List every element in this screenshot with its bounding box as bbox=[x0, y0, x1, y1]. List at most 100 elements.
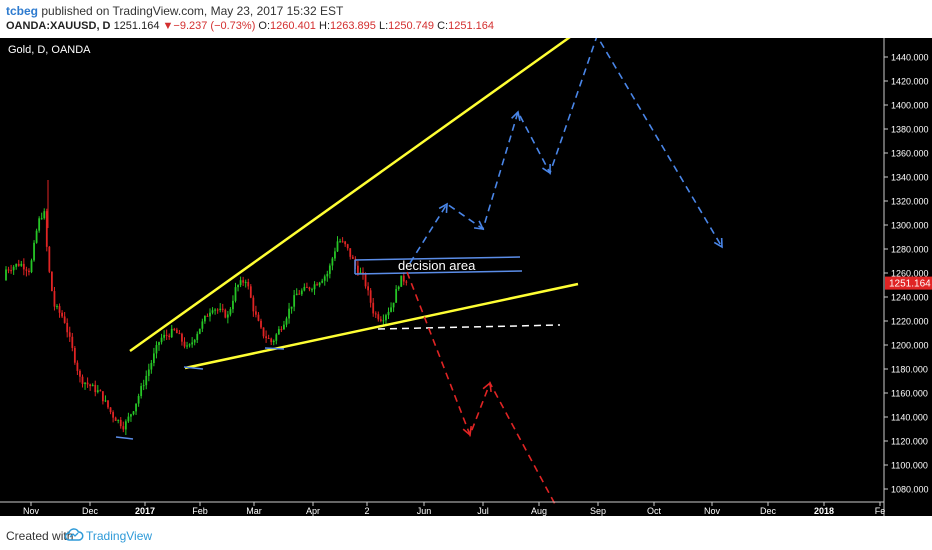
candle-down bbox=[178, 333, 181, 335]
candle-down bbox=[405, 281, 408, 283]
candle-down bbox=[81, 376, 84, 384]
decision-zone-bottom[interactable] bbox=[354, 270, 523, 275]
time-tick-label: Nov bbox=[23, 506, 40, 516]
candle-down bbox=[402, 275, 405, 282]
bull-arrow-head bbox=[438, 202, 448, 214]
candle-up bbox=[392, 302, 395, 308]
candle-up bbox=[35, 230, 38, 243]
time-tick-label: Jun bbox=[417, 506, 432, 516]
author-link[interactable]: tcbeg bbox=[6, 4, 39, 18]
candle-up bbox=[328, 265, 331, 274]
candle-up bbox=[219, 308, 222, 311]
candle-down bbox=[17, 263, 20, 266]
time-tick-label: Dec bbox=[760, 506, 777, 516]
bearish-scenario-path[interactable] bbox=[406, 271, 557, 507]
footer-bar: Created with TradingView bbox=[0, 520, 932, 550]
price-tick-label: 1340.000 bbox=[891, 173, 929, 183]
candle-down bbox=[45, 211, 48, 247]
candle-up bbox=[127, 416, 130, 422]
time-tick-label: Sep bbox=[590, 506, 606, 516]
candle-up bbox=[38, 218, 41, 231]
upper-channel-line[interactable] bbox=[129, 35, 571, 353]
bull-arrow-head bbox=[511, 110, 521, 121]
candle-up bbox=[323, 276, 326, 281]
candle-up bbox=[293, 295, 296, 307]
publication-header: tcbeg published on TradingView.com, May … bbox=[0, 0, 932, 38]
symbol-quote-line: OANDA:XAUUSD, D 1251.164 ▼−9.237 (−0.73%… bbox=[6, 20, 494, 32]
candle-up bbox=[204, 315, 206, 322]
candle-up bbox=[124, 421, 127, 430]
candle-down bbox=[73, 347, 76, 363]
tradingview-cloud-icon[interactable] bbox=[64, 527, 84, 543]
candle-up bbox=[170, 328, 173, 338]
candles-layer bbox=[5, 180, 408, 436]
candle-down bbox=[107, 400, 109, 408]
candle-down bbox=[255, 311, 257, 315]
candle-down bbox=[79, 370, 81, 377]
price-axis[interactable]: 1440.000 1420.000 1400.000 1380.000 1360.000… bbox=[884, 53, 929, 495]
decision-zone-top[interactable] bbox=[354, 256, 521, 261]
candle-down bbox=[86, 382, 89, 385]
candle-up bbox=[290, 306, 293, 309]
candle-down bbox=[367, 286, 369, 291]
candle-up bbox=[43, 211, 46, 219]
open-label: O: bbox=[258, 20, 271, 32]
symbol-label[interactable]: OANDA:XAUUSD, D bbox=[6, 20, 111, 32]
candle-up bbox=[12, 266, 15, 271]
candle-up bbox=[91, 384, 94, 387]
price-tick-label: 1320.000 bbox=[891, 197, 929, 207]
publication-line: tcbeg published on TradingView.com, May … bbox=[6, 4, 343, 18]
candle-down bbox=[369, 290, 372, 303]
created-with-label: Created with bbox=[6, 529, 74, 543]
candle-up bbox=[130, 414, 132, 417]
candle-up bbox=[191, 342, 194, 345]
candle-down bbox=[61, 312, 63, 317]
candle-down bbox=[48, 246, 51, 272]
support-dashed-line[interactable] bbox=[377, 324, 561, 330]
candle-up bbox=[283, 324, 285, 330]
chart-panel[interactable]: Gold, D, OANDA decision area 1440.000 142… bbox=[0, 34, 932, 516]
decision-area-label: decision area bbox=[398, 258, 476, 273]
candle-up bbox=[96, 390, 99, 393]
time-tick-label: 2018 bbox=[814, 506, 834, 516]
candle-up bbox=[313, 284, 316, 290]
candle-up bbox=[237, 285, 239, 288]
candle-up bbox=[30, 260, 33, 273]
candle-up bbox=[331, 258, 334, 266]
tradingview-brand-link[interactable]: TradingView bbox=[86, 529, 153, 543]
candle-up bbox=[198, 328, 201, 334]
candle-up bbox=[40, 218, 43, 220]
candle-up bbox=[214, 309, 216, 311]
candle-up bbox=[147, 369, 150, 376]
candle-up bbox=[163, 334, 165, 338]
bull-arrow-head bbox=[473, 220, 485, 230]
candle-up bbox=[234, 287, 237, 301]
candle-up bbox=[117, 419, 120, 421]
candle-up bbox=[226, 314, 229, 318]
price-tick-label: 1100.000 bbox=[891, 461, 928, 471]
candle-down bbox=[349, 248, 352, 257]
low-marker-mar bbox=[264, 347, 285, 350]
price-tick-label: 1240.000 bbox=[891, 293, 929, 303]
candle-down bbox=[306, 286, 308, 288]
candle-up bbox=[56, 306, 58, 308]
candle-down bbox=[257, 314, 260, 321]
candle-down bbox=[216, 309, 219, 311]
chart-title: Gold, D, OANDA bbox=[8, 44, 91, 56]
time-axis[interactable]: Nov Dec 2017 Feb Mar Apr 2 Jun Jul Aug Sep Oct Nov De… bbox=[23, 502, 885, 516]
candle-up bbox=[295, 293, 298, 296]
price-chart[interactable]: Gold, D, OANDA decision area 1440.000 142… bbox=[0, 34, 932, 516]
candle-up bbox=[155, 345, 158, 354]
candle-down bbox=[109, 407, 112, 413]
time-tick-label: Apr bbox=[306, 506, 320, 516]
candle-down bbox=[221, 308, 224, 310]
close-label: C: bbox=[437, 20, 449, 32]
lower-channel-line[interactable] bbox=[184, 282, 579, 370]
high-value: 1263.895 bbox=[330, 20, 376, 32]
price-tick-label: 1380.000 bbox=[891, 125, 929, 135]
candle-up bbox=[142, 385, 145, 387]
low-label: L: bbox=[378, 20, 389, 32]
candle-up bbox=[209, 312, 211, 317]
price-tick-label: 1360.000 bbox=[891, 149, 929, 159]
candle-down bbox=[22, 263, 25, 270]
